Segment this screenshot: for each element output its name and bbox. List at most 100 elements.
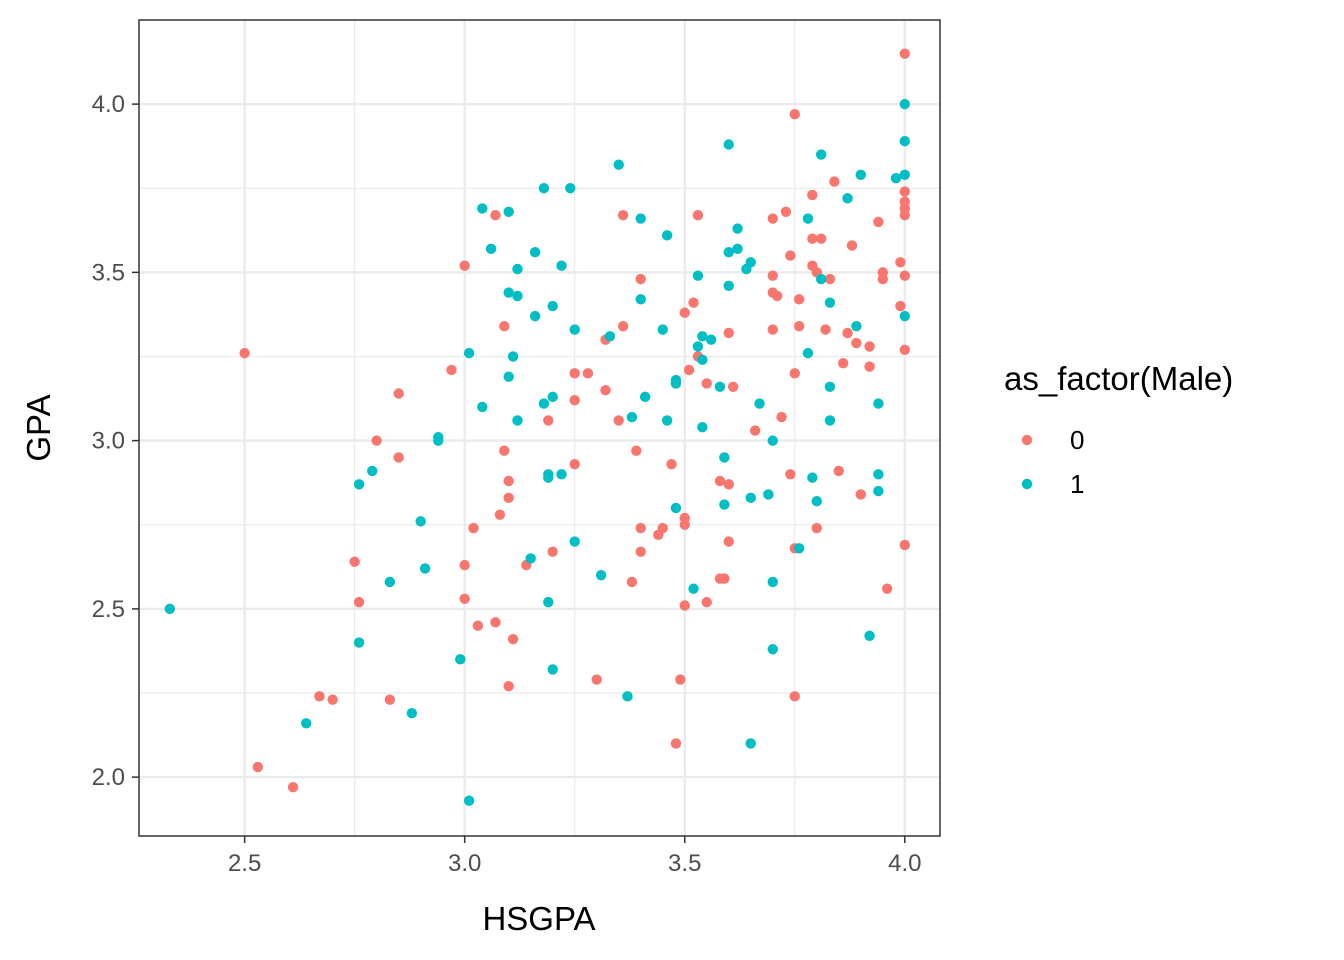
data-point-male-1 bbox=[767, 576, 778, 588]
data-point-male-0 bbox=[384, 694, 396, 705]
data-point-male-0 bbox=[789, 691, 800, 702]
data-point-male-1 bbox=[604, 331, 616, 342]
data-point-male-1 bbox=[824, 381, 836, 392]
data-point-male-0 bbox=[719, 573, 730, 584]
legend-key-0 bbox=[1021, 434, 1033, 446]
y-axis-title: GPA bbox=[20, 394, 57, 461]
data-point-male-1 bbox=[732, 223, 743, 234]
data-point-male-1 bbox=[635, 294, 646, 305]
data-point-male-1 bbox=[745, 257, 756, 268]
data-point-male-0 bbox=[503, 492, 514, 504]
data-point-male-1 bbox=[503, 287, 514, 298]
data-point-male-0 bbox=[789, 109, 800, 120]
data-point-male-1 bbox=[767, 435, 778, 446]
data-point-male-1 bbox=[512, 263, 523, 275]
data-point-male-1 bbox=[661, 230, 673, 241]
data-point-male-1 bbox=[899, 135, 910, 147]
data-point-male-0 bbox=[873, 216, 884, 228]
data-point-male-0 bbox=[635, 546, 646, 557]
data-point-male-0 bbox=[864, 361, 875, 372]
data-point-male-1 bbox=[635, 213, 646, 224]
data-point-male-1 bbox=[569, 324, 580, 335]
data-point-male-1 bbox=[899, 310, 910, 322]
data-point-male-1 bbox=[529, 246, 541, 258]
data-point-male-0 bbox=[723, 536, 734, 547]
data-point-male-1 bbox=[705, 334, 717, 345]
data-point-male-1 bbox=[899, 169, 910, 180]
data-point-male-0 bbox=[785, 250, 796, 261]
data-point-male-1 bbox=[463, 795, 475, 806]
data-point-male-0 bbox=[767, 324, 778, 335]
data-point-male-0 bbox=[829, 176, 840, 187]
data-point-male-0 bbox=[468, 522, 479, 534]
axis-ticks bbox=[132, 103, 906, 843]
data-point-male-0 bbox=[785, 469, 796, 480]
data-point-male-1 bbox=[503, 206, 514, 218]
y-tick-label: 2.5 bbox=[92, 596, 125, 623]
data-point-male-1 bbox=[815, 149, 827, 160]
data-point-male-1 bbox=[353, 479, 365, 490]
data-point-male-1 bbox=[807, 472, 818, 483]
data-point-male-0 bbox=[670, 738, 682, 749]
data-point-male-0 bbox=[679, 307, 690, 318]
data-point-male-0 bbox=[657, 522, 668, 534]
data-point-male-0 bbox=[503, 475, 514, 487]
data-point-male-0 bbox=[767, 213, 778, 224]
data-point-male-0 bbox=[499, 445, 510, 456]
data-point-male-1 bbox=[763, 489, 774, 500]
data-point-male-0 bbox=[815, 233, 827, 244]
data-point-male-1 bbox=[723, 280, 734, 292]
data-point-male-1 bbox=[595, 570, 607, 581]
data-point-male-0 bbox=[543, 415, 554, 426]
data-point-male-1 bbox=[745, 492, 756, 504]
data-point-male-0 bbox=[393, 388, 404, 399]
data-point-male-1 bbox=[639, 391, 651, 403]
data-point-male-1 bbox=[384, 576, 396, 588]
x-tick-label: 3.0 bbox=[448, 850, 481, 877]
data-point-male-0 bbox=[327, 694, 338, 705]
data-point-male-1 bbox=[670, 378, 682, 389]
data-point-male-0 bbox=[824, 273, 836, 285]
data-point-male-0 bbox=[490, 209, 501, 221]
data-point-male-0 bbox=[793, 294, 805, 305]
data-point-male-1 bbox=[415, 516, 426, 527]
data-point-male-0 bbox=[899, 48, 910, 59]
data-point-male-1 bbox=[754, 398, 765, 409]
data-point-male-1 bbox=[406, 707, 418, 719]
data-point-male-0 bbox=[635, 273, 646, 285]
data-point-male-1 bbox=[556, 260, 567, 271]
data-point-male-0 bbox=[617, 321, 629, 332]
data-point-male-1 bbox=[714, 381, 726, 392]
data-point-male-0 bbox=[507, 633, 519, 645]
data-point-male-0 bbox=[837, 358, 849, 369]
data-point-male-1 bbox=[855, 169, 866, 180]
data-point-male-1 bbox=[512, 290, 523, 302]
data-point-male-0 bbox=[714, 475, 726, 487]
data-point-male-0 bbox=[855, 489, 866, 500]
data-point-male-0 bbox=[727, 381, 739, 392]
data-point-male-1 bbox=[688, 583, 699, 594]
grid-lines bbox=[139, 20, 940, 836]
data-point-male-0 bbox=[679, 600, 690, 611]
legend-label-1: 1 bbox=[1070, 469, 1084, 499]
data-point-male-0 bbox=[780, 206, 792, 218]
data-point-male-1 bbox=[811, 495, 822, 507]
plot-panel-background bbox=[139, 20, 940, 836]
y-tick-label: 3.5 bbox=[92, 259, 125, 286]
data-point-male-0 bbox=[749, 425, 761, 436]
data-point-male-1 bbox=[899, 98, 910, 110]
data-points bbox=[164, 48, 910, 806]
data-point-male-0 bbox=[617, 209, 629, 221]
data-point-male-1 bbox=[477, 401, 488, 413]
data-point-male-1 bbox=[723, 246, 734, 258]
data-point-male-0 bbox=[459, 593, 470, 604]
data-point-male-1 bbox=[802, 213, 814, 224]
x-tick-label: 2.5 bbox=[228, 850, 261, 877]
data-point-male-0 bbox=[666, 458, 677, 470]
data-point-male-0 bbox=[499, 321, 510, 332]
data-point-male-1 bbox=[719, 499, 730, 510]
data-point-male-0 bbox=[371, 435, 382, 446]
data-point-male-0 bbox=[459, 559, 470, 571]
data-point-male-1 bbox=[723, 139, 734, 150]
data-point-male-0 bbox=[820, 324, 831, 335]
